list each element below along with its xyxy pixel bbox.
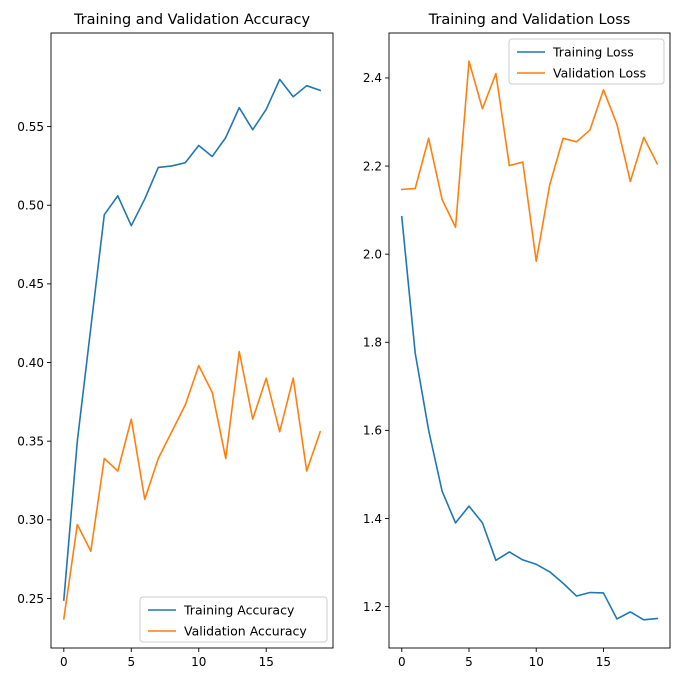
series-line-validation-loss <box>400 60 659 263</box>
x-tick-label: 15 <box>596 655 611 669</box>
series-line-training-loss <box>400 215 659 621</box>
legend-label-training-loss: Training Loss <box>552 45 634 60</box>
x-tick-label: 5 <box>127 655 135 669</box>
x-tick-label: 5 <box>465 655 473 669</box>
x-tick-label: 0 <box>398 655 406 669</box>
y-tick-label: 0.40 <box>17 356 44 370</box>
y-tick-label: 1.4 <box>363 512 382 526</box>
y-tick-label: 0.35 <box>17 434 44 448</box>
accuracy-chart: Training and Validation Accuracy 0 5 10 15 0.… <box>17 12 334 669</box>
x-tick-label: 10 <box>529 655 544 669</box>
axes-frame <box>388 32 671 649</box>
legend: Training Accuracy Validation Accuracy <box>139 596 328 643</box>
y-tick-label: 0.50 <box>17 199 44 213</box>
legend-label-validation-loss: Validation Loss <box>553 66 646 81</box>
legend-box <box>508 38 665 85</box>
y-tick-label: 1.2 <box>363 600 382 614</box>
y-tick-label: 0.25 <box>17 592 44 606</box>
x-tick-label: 10 <box>191 655 206 669</box>
axes-frame <box>50 32 334 649</box>
y-tick-label: 0.30 <box>17 513 44 527</box>
y-tick-label: 2.0 <box>363 247 382 261</box>
y-tick-label: 1.6 <box>363 424 382 438</box>
legend-box <box>139 596 328 643</box>
legend-label-validation-accuracy: Validation Accuracy <box>184 624 307 639</box>
legend: Training Loss Validation Loss <box>508 38 665 85</box>
series-line-validation-accuracy <box>62 350 322 620</box>
y-tick-label: 1.8 <box>363 336 382 350</box>
y-tick-label: 2.4 <box>363 71 382 85</box>
y-tick-label: 0.55 <box>17 120 44 134</box>
y-tick-label: 0.45 <box>17 277 44 291</box>
series-line-training-accuracy <box>62 78 322 601</box>
x-tick-label: 0 <box>60 655 68 669</box>
chart-title: Training and Validation Accuracy <box>73 12 311 28</box>
chart-title: Training and Validation Loss <box>428 12 631 28</box>
y-tick-label: 2.2 <box>363 159 382 173</box>
x-tick-label: 15 <box>259 655 274 669</box>
legend-label-training-accuracy: Training Accuracy <box>183 603 295 618</box>
loss-chart: Training and Validation Loss 0 5 10 15 1.2 1.4… <box>363 12 671 669</box>
